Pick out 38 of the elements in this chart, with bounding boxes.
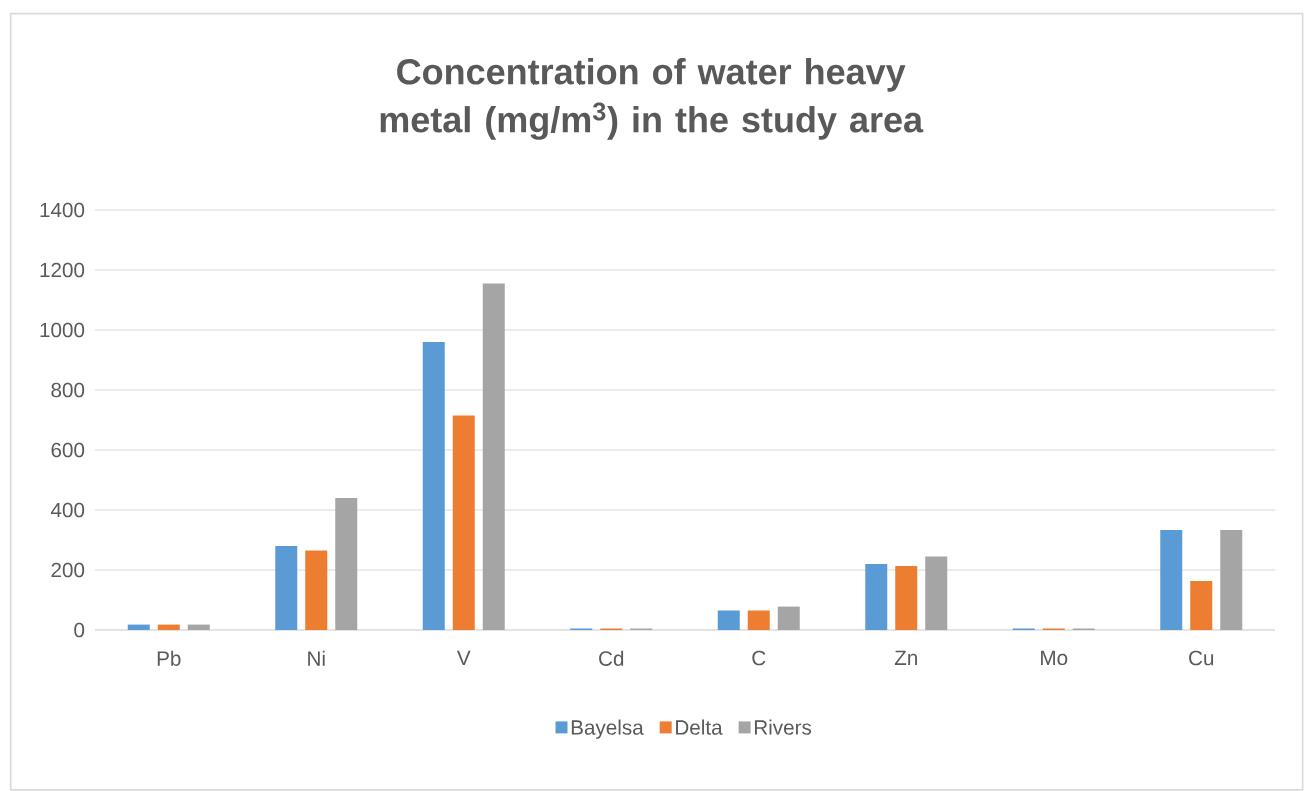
y-tick-label: 800 [51, 382, 85, 398]
x-tick-label: Zn [894, 650, 917, 665]
bar [452, 415, 475, 630]
bar [157, 624, 180, 630]
x-tick-label: Mo [1041, 650, 1068, 666]
bar [865, 563, 888, 630]
bar [335, 497, 358, 630]
y-tick-label: 1000 [40, 322, 85, 338]
x-tick-label: Cd [599, 650, 624, 666]
bar [1220, 530, 1243, 630]
bar [747, 610, 770, 630]
bar [305, 550, 328, 630]
chart-title: Concentration of water heavy metal (mg/m$^{3}$) in the study area [380, 58, 924, 140]
x-tick-label: Cu [1189, 650, 1214, 666]
bar [275, 545, 298, 630]
x-tick-label: V [456, 650, 471, 665]
bar [1160, 530, 1183, 630]
y-tick-label: 200 [51, 562, 85, 578]
x-tick-label: Pb [157, 650, 181, 666]
y-tick-label: 1200 [40, 262, 85, 278]
legend-label: Delta [676, 719, 723, 735]
bar [422, 341, 445, 630]
bar [717, 610, 740, 630]
x-tick-label: Ni [308, 650, 325, 666]
legend-label: Rivers [754, 719, 812, 735]
bar [482, 283, 505, 630]
y-tick-label: 400 [50, 502, 85, 518]
bar [777, 606, 800, 630]
bar [1190, 581, 1213, 630]
legend-label: Bayelsa [571, 719, 644, 739]
bar [895, 566, 918, 630]
y-tick-label: 600 [51, 442, 85, 458]
bar [127, 624, 150, 630]
bar [925, 556, 948, 630]
x-tick-label: C [752, 650, 766, 666]
y-tick-label: 0 [74, 622, 85, 638]
y-tick-label: 1400 [40, 202, 85, 218]
bar [187, 624, 210, 630]
